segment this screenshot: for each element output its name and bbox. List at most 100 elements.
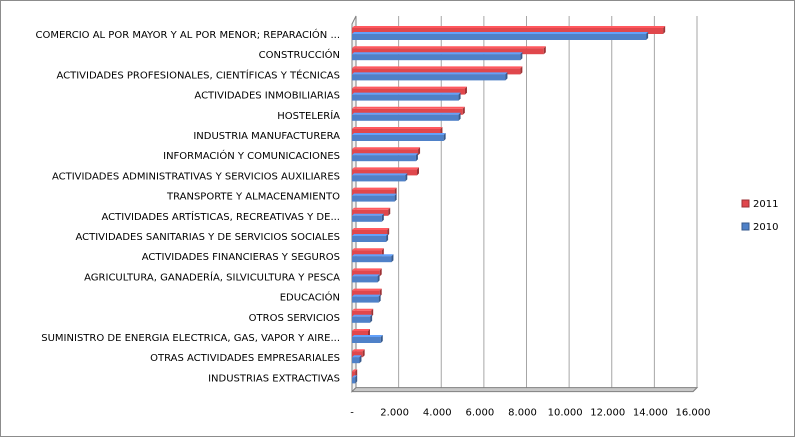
category-label: SUMINISTRO DE ENERGIA ELECTRICA, GAS, VA… [41, 333, 340, 344]
bar-end-face [378, 294, 381, 303]
bar-front-face [352, 28, 664, 34]
bar-top-face [352, 207, 391, 210]
bar-front-face [352, 195, 395, 202]
category-label: ACTIVIDADES ARTÍSTICAS, RECREATIVAS Y DE… [101, 210, 340, 223]
bar-top-face [352, 228, 390, 230]
bar-layer [352, 26, 666, 384]
category-label: OTRAS ACTIVIDADES EMPRESARIALES [150, 353, 340, 364]
bar-front-face [352, 135, 444, 141]
bar-end-face [359, 355, 362, 364]
bar-2011-8 [352, 167, 420, 176]
bar-top-face [352, 52, 523, 55]
x-tick-label: 16.000 [676, 408, 711, 419]
bar-front-face [352, 129, 441, 135]
bar-end-face [443, 133, 446, 141]
bar-2010-12 [352, 254, 394, 263]
bar-end-face [405, 173, 408, 182]
bar-front-face [352, 209, 389, 216]
bar-front-face [352, 310, 372, 317]
bar-end-face [458, 92, 461, 101]
bar-2011-4 [352, 86, 467, 95]
category-label: ACTIVIDADES FINANCIERAS Y SEGUROS [142, 252, 340, 263]
bar-front-face [352, 377, 356, 384]
bar-top-face [352, 86, 467, 89]
category-label: AGRICULTURA, GANADERÍA, SILVICULTURA Y P… [84, 270, 340, 283]
bar-end-face [505, 72, 508, 81]
bar-2010-17 [352, 355, 362, 364]
bar-top-face [352, 92, 461, 95]
category-label-layer: COMERCIO AL POR MAYOR Y AL POR MENOR; RE… [35, 28, 340, 384]
floor [350, 387, 699, 393]
category-label: HOSTELERÍA [277, 109, 340, 122]
bar-top-face [352, 369, 358, 372]
bar-2010-14 [352, 294, 381, 303]
bar-end-face [362, 349, 365, 358]
bar-front-face [352, 316, 371, 323]
bar-2010-15 [352, 314, 373, 323]
category-label: ACTIVIDADES PROFESIONALES, CIENTÍFICAS Y… [56, 68, 340, 81]
bar-top-face [352, 329, 370, 331]
bar-top-face [352, 335, 383, 337]
bar-top-face [352, 112, 461, 115]
bar-front-face [352, 230, 388, 236]
bar-top-face [352, 375, 358, 378]
bar-top-face [352, 234, 389, 236]
bar-end-face [543, 46, 546, 55]
bar-end-face [355, 375, 358, 384]
bar-end-face [415, 153, 418, 162]
bar-front-face [352, 48, 544, 55]
category-label: ACTIVIDADES ADMINISTRATIVAS Y SERVICIOS … [52, 171, 340, 182]
bar-front-face [352, 371, 356, 378]
bar-2010-4 [352, 92, 461, 101]
bar-top-face [352, 288, 382, 291]
category-label: COMERCIO AL POR MAYOR Y AL POR MENOR; RE… [35, 28, 340, 41]
bar-front-face [352, 88, 465, 95]
bar-end-face [381, 213, 384, 222]
bar-top-face [352, 147, 421, 150]
bar-top-face [352, 308, 374, 311]
bar-end-face [379, 268, 382, 277]
bar-front-face [352, 34, 647, 40]
legend-swatch-2010 [741, 222, 750, 231]
bar-front-face [352, 351, 363, 358]
bar-top-face [352, 127, 443, 129]
bar-end-face [370, 314, 373, 323]
bar-front-face [352, 189, 395, 196]
bar-front-face [352, 270, 380, 277]
category-label: TRANSPORTE Y ALMACENAMIENTO [166, 192, 340, 203]
bar-top-face [352, 294, 381, 297]
bar-top-face [352, 133, 446, 135]
bar-top-face [352, 248, 384, 251]
bar-end-face [418, 147, 421, 156]
bar-top-face [352, 187, 397, 190]
bar-top-face [352, 32, 649, 34]
bar-front-face [352, 114, 459, 121]
bar-2010-18 [352, 375, 358, 384]
bar-front-face [352, 54, 521, 61]
x-tick-label: 4.000 [423, 408, 452, 419]
bar-2011-13 [352, 268, 382, 277]
bar-end-face [394, 193, 397, 202]
bar-2010-1 [352, 32, 649, 40]
bar-front-face [352, 250, 382, 257]
bar-top-face [352, 26, 666, 28]
bar-end-face [417, 167, 420, 176]
bar-2010-11 [352, 234, 389, 242]
category-label: EDUCACIÓN [280, 291, 340, 304]
bar-front-face [352, 337, 381, 343]
bar-top-face [352, 213, 384, 216]
category-label: ACTIVIDADES INMOBILIARIAS [194, 91, 340, 102]
bar-2011-2 [352, 46, 546, 55]
x-tick-label: 14.000 [633, 408, 668, 419]
bar-front-face [352, 68, 521, 75]
bar-2010-3 [352, 72, 508, 81]
bar-2010-2 [352, 52, 523, 61]
bar-2010-10 [352, 213, 384, 222]
bar-2010-5 [352, 112, 461, 121]
bar-top-face [352, 349, 365, 352]
bar-end-face [663, 26, 666, 34]
bar-2011-14 [352, 288, 382, 297]
bar-top-face [352, 173, 408, 176]
legend: 2011 2010 [741, 199, 778, 233]
